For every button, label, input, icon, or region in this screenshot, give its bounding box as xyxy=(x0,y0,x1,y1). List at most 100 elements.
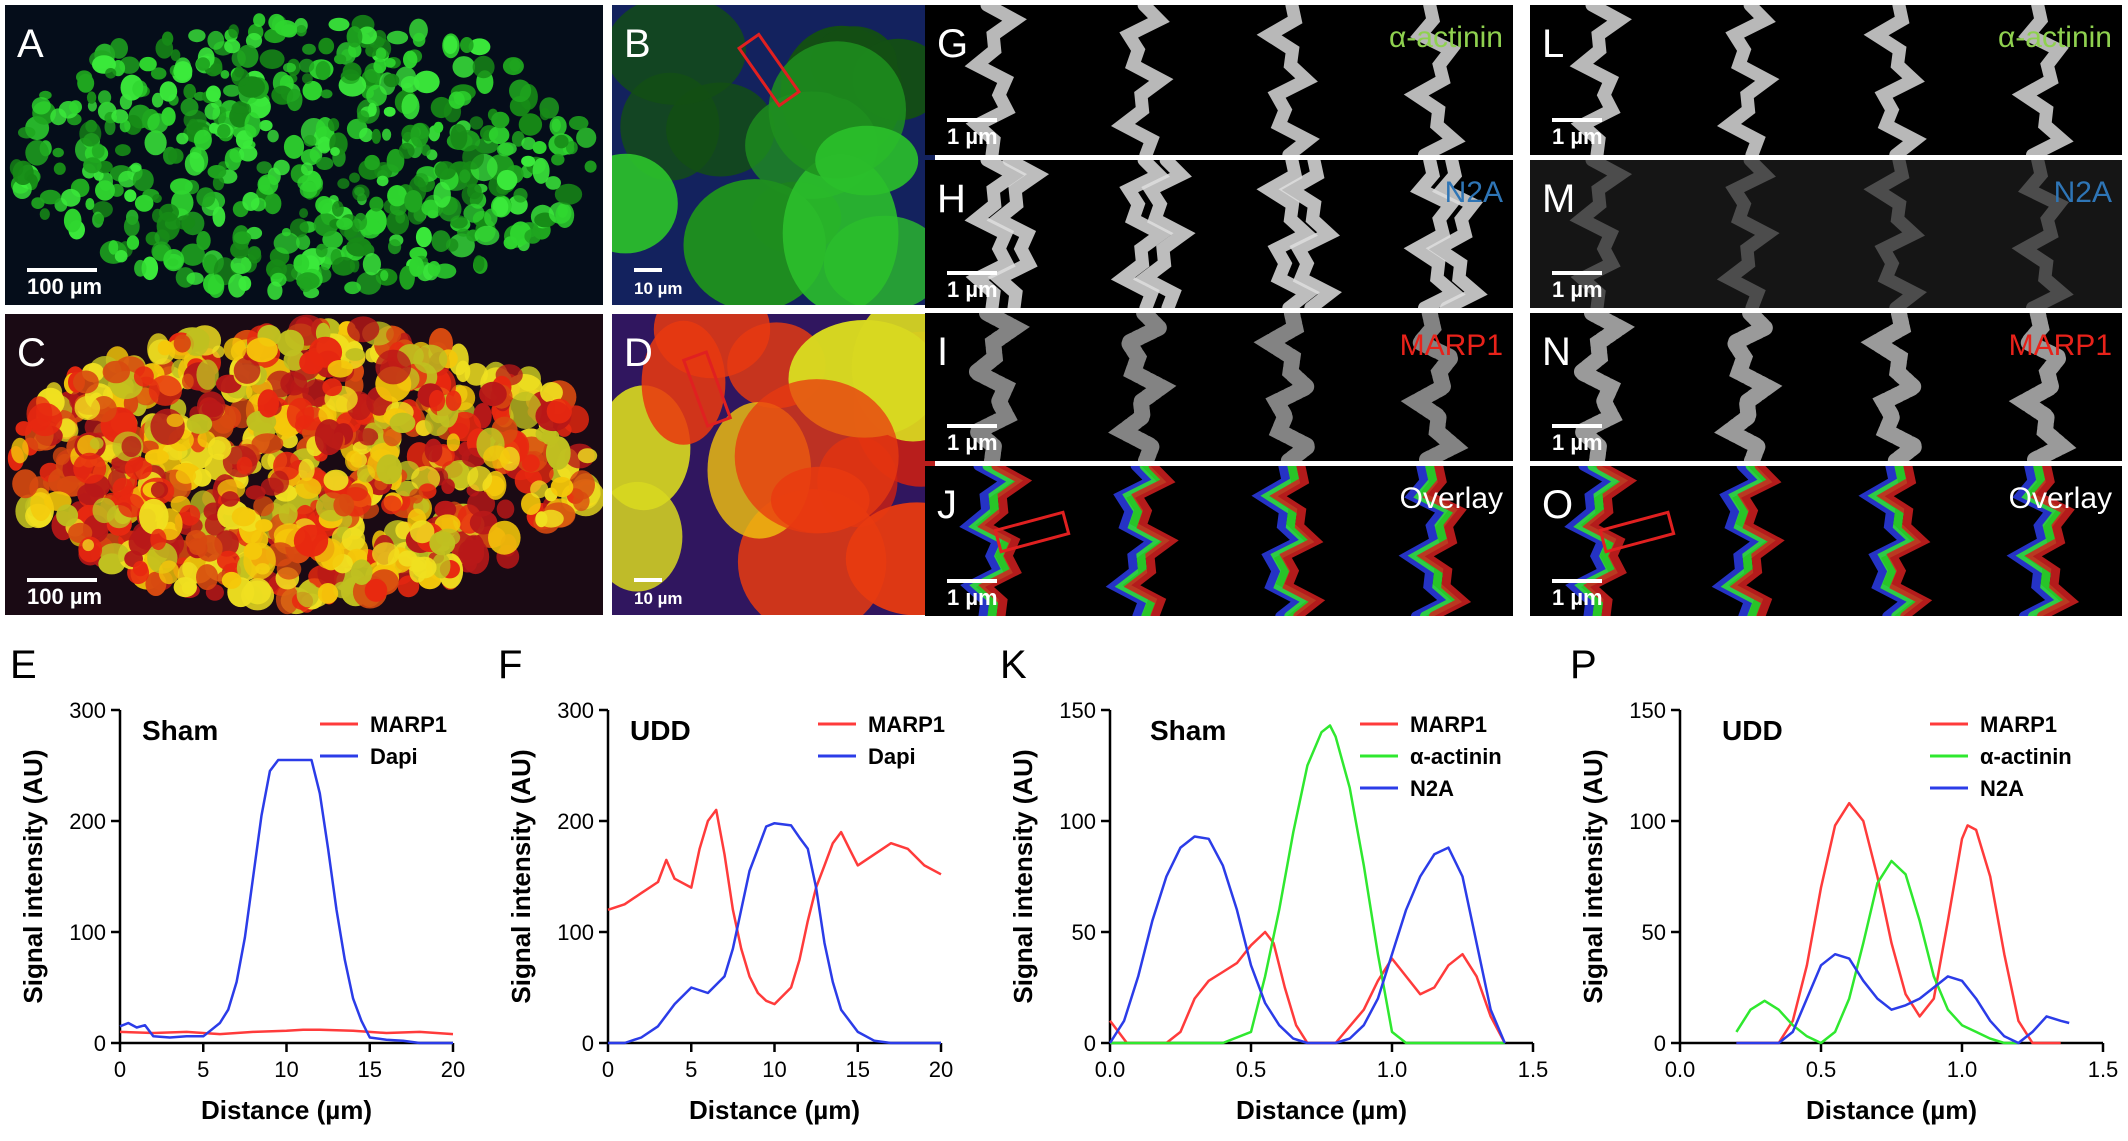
x-tick-label: 1.5 xyxy=(1518,1057,1549,1082)
muscle-fiber xyxy=(296,25,307,37)
legend-label: MARP1 xyxy=(1980,712,2057,737)
x-tick-label: 15 xyxy=(358,1057,382,1082)
muscle-fiber xyxy=(409,488,424,504)
x-axis-label: Distance (µm) xyxy=(689,1095,860,1125)
y-tick-label: 0 xyxy=(94,1031,106,1056)
muscle-fiber xyxy=(155,38,174,59)
muscle-fiber xyxy=(121,436,142,457)
muscle-fiber xyxy=(384,58,396,68)
muscle-fiber xyxy=(386,209,410,235)
muscle-fiber xyxy=(336,217,353,230)
striation-band xyxy=(1425,160,1488,308)
scale-bar-label: 1 µm xyxy=(947,585,998,610)
muscle-fiber xyxy=(472,55,495,79)
muscle-fiber xyxy=(381,495,402,515)
panel-letter: K xyxy=(1000,643,1027,687)
muscle-fiber xyxy=(387,185,408,207)
muscle-fiber xyxy=(12,160,34,185)
muscle-fiber xyxy=(255,519,273,532)
muscle-fiber xyxy=(283,62,296,73)
muscle-fiber xyxy=(364,154,380,171)
muscle-fiber xyxy=(176,132,189,145)
striation-band xyxy=(1729,466,1785,616)
channel-label: MARP1 xyxy=(2009,329,2112,362)
y-tick-label: 100 xyxy=(1629,809,1666,834)
muscle-fiber xyxy=(554,183,583,205)
channel-label: α-actinin xyxy=(1389,21,1503,54)
muscle-fiber xyxy=(180,98,199,117)
muscle-fiber xyxy=(551,153,565,166)
roi-box xyxy=(737,32,801,108)
group-annotation: UDD xyxy=(630,715,691,746)
muscle-fiber xyxy=(354,212,368,231)
muscle-fiber xyxy=(283,134,305,159)
scale-bar-label: 1 µm xyxy=(1552,277,1603,302)
striation-band xyxy=(1403,160,1466,308)
striation-band xyxy=(977,466,1033,616)
roi-box xyxy=(1598,510,1676,554)
muscle-fiber xyxy=(404,190,423,213)
muscle-fiber xyxy=(428,389,446,412)
muscle-fiber xyxy=(207,165,227,179)
muscle-fiber xyxy=(161,107,176,126)
y-tick-label: 0 xyxy=(582,1031,594,1056)
muscle-fiber xyxy=(168,148,184,164)
muscle-fiber xyxy=(257,389,279,418)
muscle-fiber xyxy=(223,337,247,361)
muscle-fiber xyxy=(280,24,298,38)
y-tick-label: 150 xyxy=(1059,698,1096,723)
muscle-fiber xyxy=(52,147,64,158)
muscle-fiber xyxy=(133,366,154,387)
muscle-fiber xyxy=(345,348,366,361)
muscle-fiber xyxy=(474,225,500,246)
series-line-marp1 xyxy=(607,808,942,1006)
muscle-fiber xyxy=(278,503,298,525)
muscle-fiber xyxy=(357,26,377,45)
muscle-fiber xyxy=(388,239,402,255)
muscle-fiber xyxy=(333,493,355,517)
muscle-fiber xyxy=(323,469,349,491)
y-tick-label: 150 xyxy=(1629,698,1666,723)
muscle-fiber xyxy=(25,140,49,166)
striation-band xyxy=(1256,5,1320,155)
muscle-fiber xyxy=(150,408,185,445)
x-tick-label: 20 xyxy=(929,1057,953,1082)
channel-label: Overlay xyxy=(1400,482,1503,515)
muscle-fiber xyxy=(473,255,485,272)
muscle-fiber xyxy=(94,213,105,225)
muscle-fiber xyxy=(183,83,196,100)
muscle-fiber xyxy=(469,116,484,130)
muscle-fiber xyxy=(372,542,400,566)
scale-bar-label: 10 µm xyxy=(634,279,683,298)
roi-box xyxy=(993,510,1071,554)
muscle-fiber xyxy=(350,559,373,585)
micrograph-panel-c: C 100 µm xyxy=(5,314,603,615)
muscle-fiber xyxy=(299,208,309,219)
x-tick-label: 5 xyxy=(685,1057,697,1082)
muscle-fiber xyxy=(79,121,102,147)
muscle-fiber xyxy=(298,458,315,482)
scale-bar-label: 1 µm xyxy=(1552,430,1603,455)
panel-letter: F xyxy=(498,643,522,687)
chart-panel-p: P 0 50 100 150 0.0 0.5 1.0 1.5 Distance (µm) Signa… xyxy=(1570,643,2118,1125)
muscle-fiber xyxy=(346,237,372,257)
panel-letter: B xyxy=(624,22,651,66)
muscle-fiber xyxy=(513,188,528,203)
striation-band xyxy=(1278,160,1342,308)
muscle-fiber xyxy=(277,329,305,357)
muscle-fiber xyxy=(159,81,178,102)
legend-label: MARP1 xyxy=(370,712,447,737)
muscle-fiber xyxy=(313,213,339,237)
muscle-fiber xyxy=(244,112,261,138)
scale-bar-label: 100 µm xyxy=(27,274,102,299)
muscle-fiber xyxy=(358,428,379,446)
muscle-fiber xyxy=(83,157,102,174)
muscle-fiber xyxy=(180,243,205,266)
muscle-fiber xyxy=(296,234,311,250)
muscle-fiber xyxy=(99,543,129,564)
muscle-fiber xyxy=(459,169,471,183)
striation-band xyxy=(1416,466,1472,616)
muscle-fiber xyxy=(315,196,333,214)
muscle-fiber xyxy=(389,412,416,433)
muscle-fiber xyxy=(12,179,32,200)
